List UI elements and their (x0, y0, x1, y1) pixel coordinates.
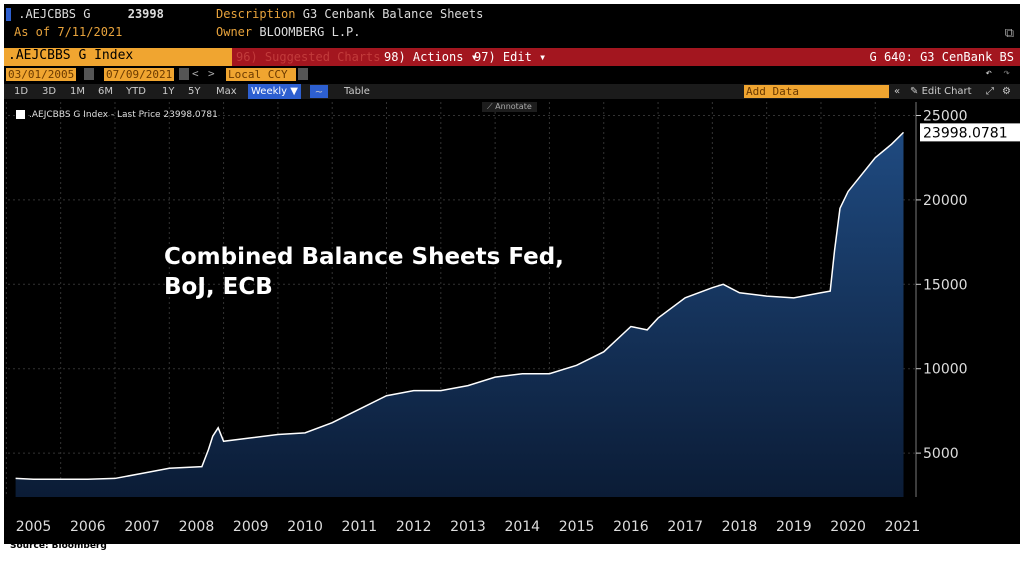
edit-chart-label: Edit Chart (921, 86, 972, 97)
chart-name: G 640: G3 CenBank BS (869, 50, 1015, 64)
period-bar: 1D 3D 1M 6M YTD 1Y 5Y Max Weekly ▼ ~ Tab… (4, 84, 1020, 99)
x-tick-label: 2009 (233, 519, 269, 535)
y-tick-label: 15000 (923, 277, 968, 293)
period-6m[interactable]: 6M (98, 86, 113, 97)
chart-type-icon[interactable]: ~ (310, 85, 328, 98)
period-1m[interactable]: 1M (70, 86, 85, 97)
currency-select[interactable]: Local CCY (226, 68, 296, 81)
prev-arrow-icon[interactable]: < (192, 67, 199, 80)
x-tick-label: 2013 (450, 519, 486, 535)
legend-checkbox[interactable] (16, 110, 25, 119)
calendar-icon[interactable] (84, 68, 94, 80)
owner-value: BLOOMBERG L.P. (259, 25, 361, 39)
source-note: Source: Bloomberg (10, 541, 107, 551)
period-ytd[interactable]: YTD (126, 86, 146, 97)
command-bar: .AEJCBBS G Index 96) Suggested Charts 98… (4, 48, 1020, 66)
x-tick-label: 2011 (342, 519, 378, 535)
x-tick-label: 2021 (885, 519, 921, 535)
edit-menu[interactable]: 97) Edit ▾ (474, 50, 547, 64)
header-line-1: .AEJCBBS G 23998 (6, 6, 164, 22)
currency-dropdown-icon[interactable] (298, 68, 308, 80)
period-max[interactable]: Max (216, 86, 237, 97)
series-line (15, 131, 905, 481)
description-label: Description (216, 7, 296, 21)
actions-menu[interactable]: 98) Actions ▾ (384, 50, 478, 64)
bloomberg-terminal: .AEJCBBS G 23998 Description G3 Cenbank … (4, 4, 1020, 544)
next-arrow-icon[interactable]: > (208, 67, 215, 80)
description: Description G3 Cenbank Balance Sheets (216, 6, 483, 22)
add-data-input[interactable]: Add Data (744, 85, 889, 98)
suggested-charts-button[interactable]: 96) Suggested Charts (236, 50, 381, 64)
x-tick-label: 2020 (830, 519, 866, 535)
as-of-date: As of 7/11/2021 (14, 25, 123, 39)
redo-icon[interactable]: ↷ (1003, 66, 1010, 79)
y-tick-label: 5000 (923, 446, 959, 462)
legend-label: .AEJCBBS G Index - Last Price 23998.0781 (29, 110, 218, 120)
security-field[interactable]: .AEJCBBS G Index (4, 48, 232, 66)
collapse-icon[interactable]: « (894, 86, 901, 97)
x-tick-label: 2008 (179, 519, 215, 535)
period-5y[interactable]: 5Y (188, 86, 201, 97)
x-tick-label: 2016 (613, 519, 649, 535)
ticker: .AEJCBBS G (18, 7, 91, 21)
owner-label: Owner (216, 25, 253, 39)
expand-icon[interactable]: ⤢ (986, 86, 994, 97)
chart-annotation: Combined Balance Sheets Fed, (164, 244, 564, 270)
x-tick-label: 2014 (504, 519, 540, 535)
edit-chart-button[interactable]: ✎ Edit Chart (910, 86, 972, 97)
table-button[interactable]: Table (344, 86, 370, 97)
frequency-select[interactable]: Weekly ▼ (248, 84, 301, 99)
last-price-box (920, 123, 1020, 142)
calendar-icon[interactable] (179, 68, 189, 80)
x-tick-label: 2019 (776, 519, 812, 535)
owner: Owner BLOOMBERG L.P. (216, 24, 361, 40)
ticker-value: 23998 (127, 7, 164, 21)
y-tick-label: 20000 (923, 193, 968, 209)
x-tick-label: 2017 (667, 519, 703, 535)
chart-svg: 5000 10000 15000 20000 25000 2005 2006 2007 2008… (4, 102, 1020, 544)
popout-icon[interactable]: ⧉ (1004, 26, 1014, 41)
x-tick-label: 2005 (16, 519, 52, 535)
description-value: G3 Cenbank Balance Sheets (302, 7, 484, 21)
annotate-label: Annotate (495, 102, 532, 111)
x-axis-band (4, 497, 1020, 544)
undo-icon[interactable]: ↶ (985, 66, 992, 79)
start-date-input[interactable]: 03/01/2005 (6, 68, 77, 81)
period-1y[interactable]: 1Y (162, 86, 175, 97)
x-tick-label: 2015 (559, 519, 595, 535)
x-tick-label: 2010 (287, 519, 323, 535)
chart-annotation: BoJ, ECB (164, 274, 273, 300)
y-tick-label: 25000 (923, 109, 968, 125)
annotate-button[interactable]: ⟋ Annotate (482, 102, 537, 112)
area-fill (15, 132, 904, 497)
x-tick-label: 2006 (70, 519, 106, 535)
period-1d[interactable]: 1D (14, 86, 29, 97)
end-date-input[interactable]: 07/09/2021 (104, 68, 175, 81)
x-tick-label: 2007 (124, 519, 160, 535)
last-price-label: 23998.0781 (923, 125, 1008, 141)
period-3d[interactable]: 3D (42, 86, 57, 97)
y-tick-label: 10000 (923, 362, 968, 378)
gear-icon[interactable]: ⚙ (1002, 86, 1011, 97)
x-tick-label: 2018 (722, 519, 758, 535)
legend: .AEJCBBS G Index - Last Price 23998.0781 (16, 110, 218, 120)
x-tick-label: 2012 (396, 519, 432, 535)
